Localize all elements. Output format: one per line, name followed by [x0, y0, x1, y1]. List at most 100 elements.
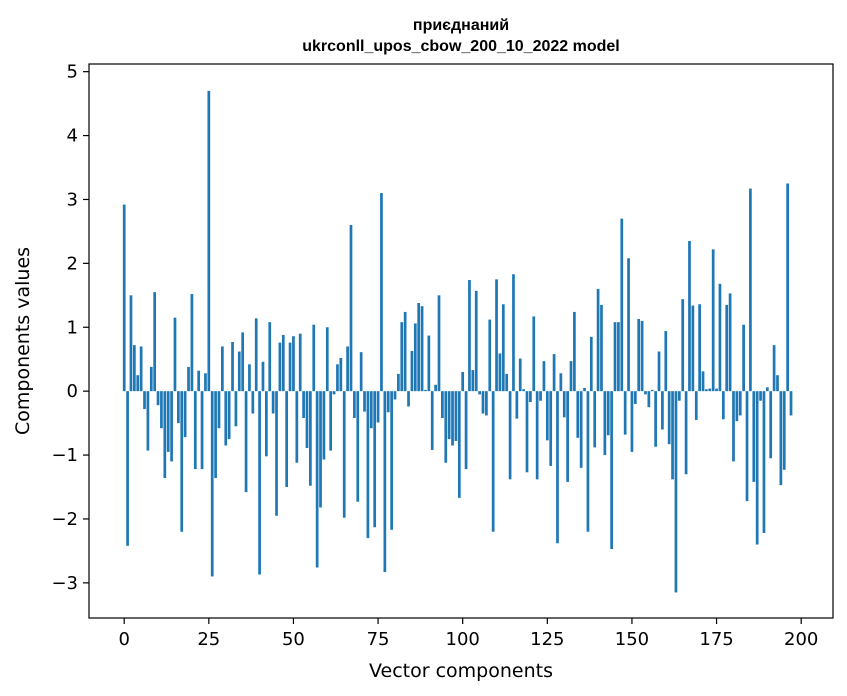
bar-108: [488, 319, 492, 392]
bar-77: [383, 391, 387, 572]
bar-131: [566, 391, 569, 482]
bar-168: [691, 305, 695, 392]
bar-54: [305, 391, 309, 449]
bar-94: [441, 391, 444, 418]
x-tick-label: 125: [530, 629, 564, 650]
bar-128: [556, 391, 559, 544]
y-tick-label: −2: [51, 509, 78, 530]
bar-61: [329, 391, 333, 451]
bar-175: [715, 388, 718, 392]
bar-41: [261, 361, 265, 392]
bar-75: [376, 391, 380, 423]
bar-124: [542, 361, 546, 392]
bar-90: [427, 335, 431, 392]
bar-31: [227, 391, 231, 440]
y-tick-label: 5: [67, 62, 78, 83]
bar-111: [498, 353, 502, 392]
bar-121: [532, 316, 536, 392]
y-tick-label: 0: [67, 381, 78, 402]
bar-4: [136, 375, 140, 392]
bar-2: [129, 295, 133, 392]
bar-63: [336, 364, 339, 392]
bar-141: [600, 304, 603, 392]
bar-70: [359, 352, 363, 392]
bar-105: [478, 391, 481, 395]
bar-188: [759, 391, 762, 401]
bar-23: [200, 391, 204, 470]
bar-37: [248, 364, 251, 392]
bar-103: [471, 370, 475, 392]
chart-title-line-1: приєднаний: [413, 17, 509, 34]
bar-57: [315, 391, 319, 568]
bar-171: [701, 371, 705, 392]
bar-146: [617, 322, 620, 392]
bar-112: [501, 304, 505, 392]
bar-117: [518, 358, 522, 392]
bar-160: [664, 331, 668, 392]
bar-158: [657, 351, 661, 392]
bar-140: [596, 288, 600, 392]
bar-101: [464, 391, 468, 470]
bar-5: [139, 346, 143, 392]
chart-title-line-2: ukrconll_upos_cbow_200_10_2022 model: [302, 38, 619, 55]
bar-180: [732, 391, 735, 462]
bar-153: [640, 320, 644, 392]
bar-173: [708, 388, 712, 392]
bar-67: [349, 225, 353, 392]
bar-197: [789, 391, 793, 416]
bar-65: [342, 391, 346, 518]
bar-116: [515, 391, 519, 419]
bar-104: [474, 290, 478, 392]
bar-73: [369, 391, 373, 429]
bar-183: [742, 324, 745, 392]
x-tick-label: 150: [615, 629, 649, 650]
bar-12: [163, 391, 167, 479]
x-axis-ticks: 0 25 50 75 100 125 150 175 200: [118, 618, 818, 650]
bar-95: [444, 391, 448, 463]
bar-196: [786, 183, 789, 392]
bar-32: [231, 341, 234, 392]
bars-group: [122, 90, 793, 593]
bar-1: [126, 391, 129, 546]
bar-139: [593, 391, 597, 448]
bar-193: [776, 375, 779, 392]
bar-45: [275, 391, 278, 516]
bar-44: [271, 391, 275, 414]
y-tick-label: −1: [51, 445, 78, 466]
bar-30: [224, 391, 228, 446]
bar-8: [149, 366, 153, 392]
bar-122: [535, 391, 539, 480]
bar-40: [258, 391, 261, 575]
bar-176: [718, 283, 722, 392]
bar-142: [603, 391, 607, 456]
x-tick-label: 0: [118, 629, 129, 650]
x-tick-label: 200: [784, 629, 818, 650]
x-tick-label: 25: [197, 629, 220, 650]
bar-11: [160, 391, 163, 429]
bar-29: [221, 346, 224, 392]
bar-195: [782, 391, 786, 470]
bar-50: [292, 336, 295, 392]
bar-97: [451, 391, 454, 446]
bar-18: [183, 391, 187, 438]
bar-74: [373, 391, 377, 528]
x-tick-label: 100: [446, 629, 480, 650]
bar-82: [400, 322, 404, 392]
bar-36: [244, 391, 248, 493]
bar-51: [295, 391, 299, 463]
bar-134: [576, 391, 580, 438]
bar-3: [133, 345, 136, 392]
bar-7: [146, 391, 150, 451]
y-axis-ticks: −3 −2 −1 0 1 2 3 4 5: [51, 62, 89, 594]
y-tick-label: 4: [67, 126, 78, 147]
plot-area-frame: [88, 63, 834, 619]
bar-185: [749, 188, 752, 392]
bar-136: [583, 387, 586, 392]
bar-147: [620, 218, 624, 392]
bar-187: [755, 391, 759, 545]
bar-47: [281, 334, 285, 392]
bar-48: [285, 391, 289, 488]
y-tick-label: 2: [67, 253, 78, 274]
bar-145: [613, 322, 617, 392]
